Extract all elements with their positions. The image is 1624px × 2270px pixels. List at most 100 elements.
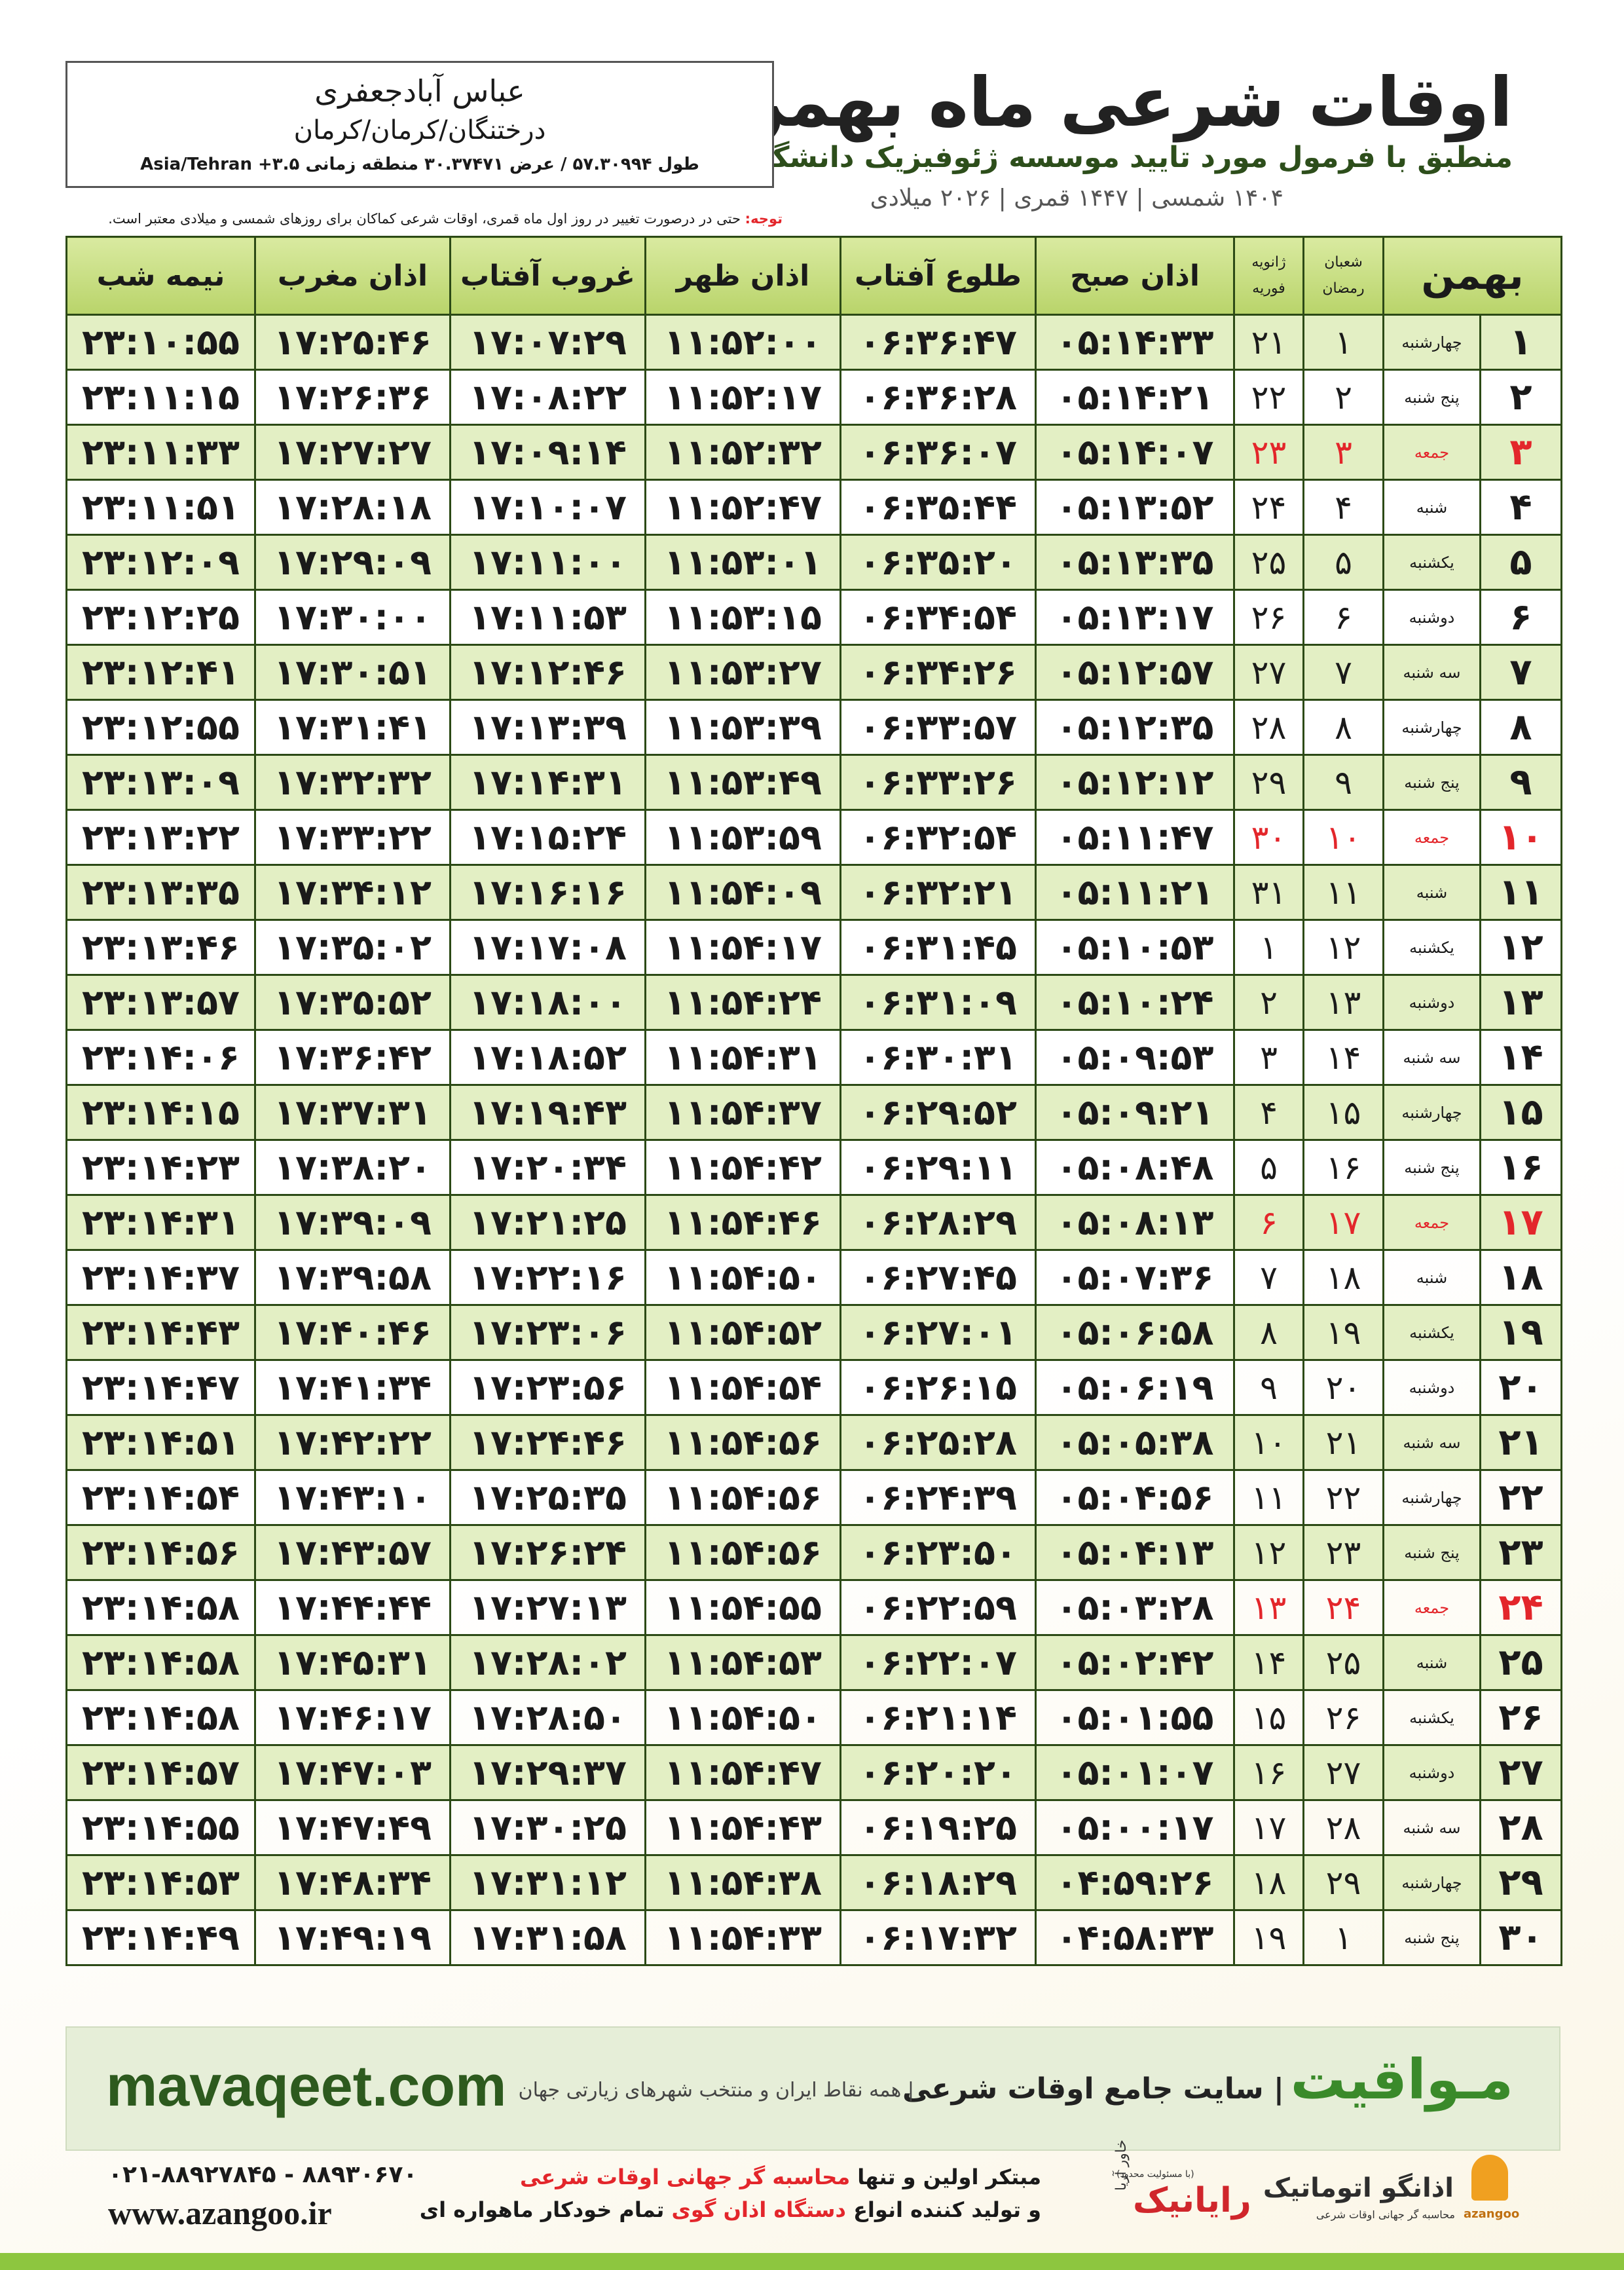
table-cell: یکشنبه: [1382, 1689, 1481, 1746]
prayer-table: بهمن شعبان رمضان ژانویه فوریه اذان صبح طلوع آف…: [65, 236, 1562, 1966]
table-cell: ۱۷:۲۶:۳۶: [254, 369, 451, 426]
table-cell: ۱۱:۵۲:۳۲: [644, 424, 841, 481]
table-cell: ۴: [1479, 479, 1562, 536]
table-row: ۱۳ دوشنبه ۱۳ ۲ ۰۵:۱۰:۲۴ ۰۶:۳۱:۰۹ ۱۱:۵۴:۲۴ ۱۷:۱۸…: [65, 974, 1562, 1031]
table-cell: ۱۷:۲۰:۳۴: [449, 1139, 646, 1196]
table-cell: ۱۴: [1302, 1029, 1384, 1086]
table-cell: ۲۳:۱۴:۴۹: [65, 1909, 256, 1966]
table-cell: ۱۷:۲۸:۵۰: [449, 1689, 646, 1746]
text: مبتکر اولین و تنها: [850, 2165, 1041, 2189]
column-header: بهمن: [1382, 236, 1562, 316]
column-header: طلوع آفتاب: [840, 236, 1037, 316]
table-cell: ۰۵:۱۳:۳۵: [1035, 534, 1235, 591]
table-row: ۹ پنج شنبه ۹ ۲۹ ۰۵:۱۲:۱۲ ۰۶:۳۳:۲۶ ۱۱:۵۳:۴۹ ۱۷:۱…: [65, 754, 1562, 811]
table-cell: پنج شنبه: [1382, 1139, 1481, 1196]
table-cell: ۰۵:۱۴:۳۳: [1035, 314, 1235, 371]
note: توجه: حتی در درصورت تغییر در روز اول ماه…: [108, 211, 783, 227]
table-cell: ۱۱:۵۲:۱۷: [644, 369, 841, 426]
table-cell: ۱۱:۵۳:۰۱: [644, 534, 841, 591]
khavar: خاور آریا: [1113, 2139, 1130, 2191]
table-cell: ۲۳:۱۳:۲۲: [65, 809, 256, 866]
table-cell: ۱۷:۱۳:۳۹: [449, 699, 646, 756]
text-highlight: محاسبه گر جهانی اوقات شرعی: [520, 2165, 851, 2189]
table-cell: چهارشنبه: [1382, 1084, 1481, 1141]
table-cell: جمعه: [1382, 809, 1481, 866]
table-cell: ۳۰: [1233, 809, 1304, 866]
table-cell: ۲۳: [1233, 424, 1304, 481]
column-header: شعبان رمضان: [1302, 236, 1384, 316]
table-cell: ۰۵:۱۴:۰۷: [1035, 424, 1235, 481]
table-cell: ۲۸: [1233, 699, 1304, 756]
table-cell: ۲۱: [1479, 1414, 1562, 1471]
table-cell: ۰۵:۰۹:۵۳: [1035, 1029, 1235, 1086]
table-cell: ۱۴: [1233, 1634, 1304, 1691]
table-cell: ۰۶:۳۱:۴۵: [840, 919, 1037, 976]
table-cell: سه شنبه: [1382, 1799, 1481, 1856]
table-cell: ۰۵:۰۸:۴۸: [1035, 1139, 1235, 1196]
table-cell: ۱۷:۴۶:۱۷: [254, 1689, 451, 1746]
table-row: ۲۶ یکشنبه ۲۶ ۱۵ ۰۵:۰۱:۵۵ ۰۶:۲۱:۱۴ ۱۱:۵۴:۵۰ ۱۷:۲…: [65, 1689, 1562, 1746]
table-cell: ۰۶:۲۲:۰۷: [840, 1634, 1037, 1691]
banner: mavaqeet.com مـواقیت | سایت جامع اوقات ش…: [65, 2026, 1560, 2151]
table-cell: ۱۷:۰۹:۱۴: [449, 424, 646, 481]
table-cell: ۲۳:۱۰:۵۵: [65, 314, 256, 371]
table-cell: ۱۷: [1479, 1194, 1562, 1251]
table-cell: ۲۳:۱۴:۰۶: [65, 1029, 256, 1086]
table-row: ۲۸ سه شنبه ۲۸ ۱۷ ۰۵:۰۰:۱۷ ۰۶:۱۹:۲۵ ۱۱:۵۴:۴۳ ۱۷:…: [65, 1799, 1562, 1856]
table-cell: ۸: [1233, 1304, 1304, 1361]
table-cell: ۱۱: [1302, 864, 1384, 921]
table-cell: ۲۹: [1302, 1854, 1384, 1911]
table-cell: ۱۷:۴۵:۳۱: [254, 1634, 451, 1691]
table-cell: ۰۶:۲۲:۵۹: [840, 1579, 1037, 1636]
table-cell: ۲۳:۱۲:۲۵: [65, 589, 256, 646]
table-cell: ۱۱:۵۴:۵۵: [644, 1579, 841, 1636]
table-cell: ۱۷:۲۵:۴۶: [254, 314, 451, 371]
table-cell: ۲۳:۱۱:۵۱: [65, 479, 256, 536]
table-cell: پنج شنبه: [1382, 1909, 1481, 1966]
table-cell: ۱۷:۴۳:۵۷: [254, 1524, 451, 1581]
table-cell: ۲۳:۱۴:۵۱: [65, 1414, 256, 1471]
table-cell: ۴: [1302, 479, 1384, 536]
table-cell: ۰۵:۰۵:۳۸: [1035, 1414, 1235, 1471]
table-cell: ۲۰: [1302, 1359, 1384, 1416]
table-cell: ۱۷:۳۵:۵۲: [254, 974, 451, 1031]
table-row: ۳ جمعه ۳ ۲۳ ۰۵:۱۴:۰۷ ۰۶:۳۶:۰۷ ۱۱:۵۲:۳۲ ۱۷:۰۹:۱۴…: [65, 424, 1562, 481]
table-cell: ۱۱:۵۳:۱۵: [644, 589, 841, 646]
table-cell: ۲۱: [1233, 314, 1304, 371]
location-region: درختنگان/کرمان/کرمان: [293, 115, 546, 145]
table-cell: ۱۹: [1302, 1304, 1384, 1361]
table-cell: ۲۹: [1233, 754, 1304, 811]
banner-sub: | همه نقاط ایران و منتخب شهرهای زیارتی ج…: [518, 2079, 914, 2102]
table-cell: سه شنبه: [1382, 1414, 1481, 1471]
table-cell: ۱۱:۵۴:۵۶: [644, 1469, 841, 1526]
table-cell: ۲۲: [1479, 1469, 1562, 1526]
table-cell: ۲۹: [1479, 1854, 1562, 1911]
table-cell: ۱۲: [1479, 919, 1562, 976]
table-cell: ۰۶:۳۴:۲۶: [840, 644, 1037, 701]
table-row: ۱۷ جمعه ۱۷ ۶ ۰۵:۰۸:۱۳ ۰۶:۲۸:۲۹ ۱۱:۵۴:۴۶ ۱۷:۲۱:۲…: [65, 1194, 1562, 1251]
table-cell: ۱۷:۲۱:۲۵: [449, 1194, 646, 1251]
table-cell: ۰۶:۲۵:۲۸: [840, 1414, 1037, 1471]
table-cell: ۰۵:۱۳:۱۷: [1035, 589, 1235, 646]
table-cell: ۲۲: [1233, 369, 1304, 426]
table-cell: ۱۵: [1479, 1084, 1562, 1141]
table-cell: ۱۱:۵۳:۴۹: [644, 754, 841, 811]
table-cell: ۰۶:۳۳:۲۶: [840, 754, 1037, 811]
header-row: بهمن شعبان رمضان ژانویه فوریه اذان صبح طلوع آف…: [65, 236, 1562, 316]
column-header: نیمه شب: [65, 236, 256, 316]
table-cell: ۲۶: [1479, 1689, 1562, 1746]
table-cell: ۱۱:۵۴:۵۳: [644, 1634, 841, 1691]
table-cell: ۹: [1479, 754, 1562, 811]
table-row: ۱۸ شنبه ۱۸ ۷ ۰۵:۰۷:۳۶ ۰۶:۲۷:۴۵ ۱۱:۵۴:۵۰ ۱۷:۲۲:۱…: [65, 1249, 1562, 1306]
table-cell: شنبه: [1382, 1634, 1481, 1691]
table-cell: ۰۴:۵۸:۳۳: [1035, 1909, 1235, 1966]
table-row: ۱۲ یکشنبه ۱۲ ۱ ۰۵:۱۰:۵۳ ۰۶:۳۱:۴۵ ۱۱:۵۴:۱۷ ۱۷:۱۷…: [65, 919, 1562, 976]
table-cell: ۳: [1233, 1029, 1304, 1086]
column-header-part: شعبان: [1324, 254, 1363, 270]
table-cell: ۱۱:۵۲:۴۷: [644, 479, 841, 536]
location-box: عباس آبادجعفری درختنگان/کرمان/کرمان طول …: [65, 61, 774, 188]
table-cell: ۱۱:۵۳:۵۹: [644, 809, 841, 866]
table-cell: ۲۳:۱۴:۴۷: [65, 1359, 256, 1416]
table-cell: ۱۸: [1302, 1249, 1384, 1306]
table-cell: ۵: [1233, 1139, 1304, 1196]
